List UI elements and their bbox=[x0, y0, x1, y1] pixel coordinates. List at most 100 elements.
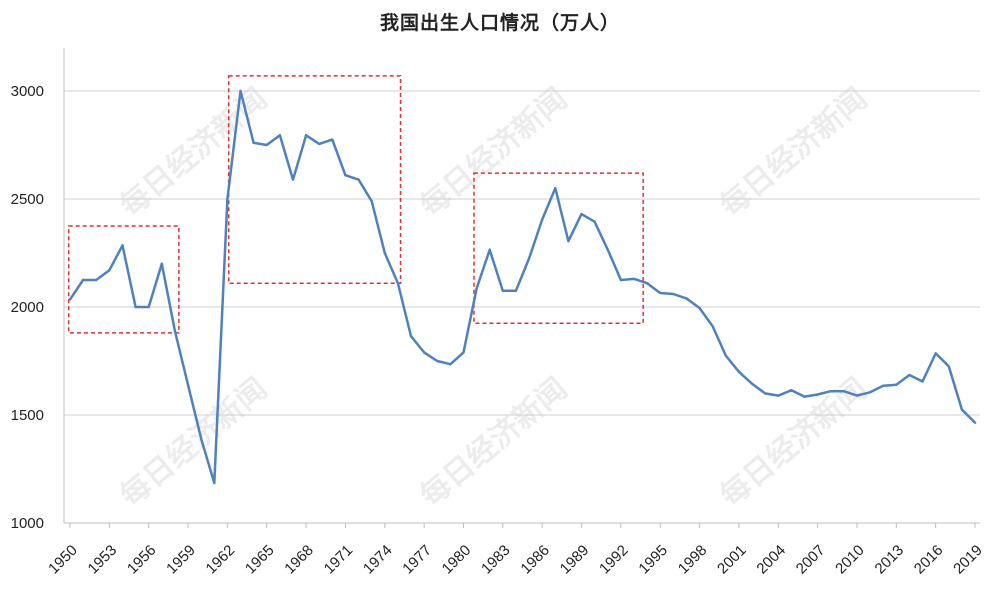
data-point bbox=[213, 481, 216, 485]
x-tick-label: 2004 bbox=[753, 542, 789, 578]
data-point bbox=[908, 373, 911, 377]
data-point bbox=[947, 365, 950, 368]
data-point bbox=[645, 282, 649, 285]
data-point bbox=[422, 351, 426, 354]
y-tick-label: 3000 bbox=[11, 83, 44, 100]
data-point bbox=[226, 197, 229, 201]
chart-title: 我国出生人口情况（万人） bbox=[379, 12, 620, 34]
x-tick-label: 2016 bbox=[911, 542, 947, 578]
y-tick-label: 1500 bbox=[11, 407, 44, 424]
data-point bbox=[199, 437, 203, 440]
data-point bbox=[475, 287, 478, 290]
data-point bbox=[554, 187, 557, 190]
data-point bbox=[619, 278, 623, 282]
data-point bbox=[501, 289, 505, 292]
data-point bbox=[108, 269, 111, 272]
data-point bbox=[514, 289, 518, 292]
data-point bbox=[763, 392, 767, 395]
x-tick-label: 1968 bbox=[281, 542, 317, 578]
data-point bbox=[462, 351, 465, 354]
data-point bbox=[488, 248, 491, 251]
data-point bbox=[357, 178, 360, 181]
y-tick-label: 2500 bbox=[11, 191, 44, 208]
data-point bbox=[95, 278, 98, 282]
data-point bbox=[331, 138, 334, 141]
data-point bbox=[750, 382, 754, 385]
x-tick-label: 1959 bbox=[163, 542, 199, 578]
data-point bbox=[672, 292, 675, 296]
x-tick-label: 1950 bbox=[45, 542, 81, 578]
axes bbox=[63, 48, 980, 524]
x-tick-label: 1998 bbox=[675, 542, 711, 578]
data-point bbox=[632, 277, 636, 281]
x-tick-label: 1956 bbox=[124, 542, 160, 578]
data-point bbox=[842, 390, 846, 393]
data-point bbox=[711, 325, 714, 328]
data-point bbox=[527, 257, 531, 260]
y-axis-ticks: 1000 1500 2000 2500 3000 bbox=[11, 83, 44, 532]
data-point bbox=[304, 134, 308, 137]
x-tick-label: 1992 bbox=[596, 542, 632, 578]
data-point bbox=[370, 199, 373, 203]
data-point bbox=[777, 394, 780, 397]
series-layer bbox=[68, 89, 977, 485]
x-tick-label: 1965 bbox=[242, 542, 278, 578]
data-point bbox=[68, 298, 72, 301]
data-point bbox=[934, 352, 937, 355]
data-point bbox=[816, 393, 819, 396]
data-point bbox=[921, 380, 924, 383]
y-tick-label: 1000 bbox=[11, 515, 44, 532]
x-tick-label: 2001 bbox=[714, 542, 750, 578]
highlight-box bbox=[67, 225, 180, 334]
x-tick-label: 1977 bbox=[399, 542, 435, 578]
data-point bbox=[291, 178, 295, 181]
data-point bbox=[580, 212, 583, 216]
watermark-text: 每日经济新闻 bbox=[714, 81, 874, 224]
data-point bbox=[81, 278, 85, 282]
x-tick-label: 1971 bbox=[321, 542, 357, 578]
x-tick-label: 2013 bbox=[872, 542, 908, 578]
data-point bbox=[803, 395, 806, 398]
x-tick-label: 1986 bbox=[517, 542, 553, 578]
y-tick-label: 2000 bbox=[11, 299, 44, 316]
data-point bbox=[121, 244, 124, 247]
data-point bbox=[895, 383, 898, 386]
data-point bbox=[698, 306, 701, 310]
data-point bbox=[567, 239, 570, 243]
data-point bbox=[449, 363, 452, 366]
x-tick-label: 2007 bbox=[793, 542, 829, 578]
x-tick-label: 2019 bbox=[950, 542, 986, 578]
data-point bbox=[724, 354, 727, 357]
data-point bbox=[659, 291, 662, 295]
data-point bbox=[540, 218, 544, 221]
data-point bbox=[383, 251, 386, 255]
data-point bbox=[396, 282, 400, 285]
data-point bbox=[855, 394, 859, 397]
data-point bbox=[606, 248, 609, 251]
data-point bbox=[960, 408, 964, 411]
data-point bbox=[737, 370, 741, 373]
x-tick-label: 1995 bbox=[635, 542, 671, 578]
data-point bbox=[186, 383, 190, 386]
data-point bbox=[881, 384, 885, 388]
data-point bbox=[147, 305, 150, 309]
data-point bbox=[160, 262, 164, 265]
watermark-text: 每日经济新闻 bbox=[114, 371, 274, 514]
x-tick-label: 1953 bbox=[85, 542, 121, 578]
data-point bbox=[134, 305, 137, 309]
data-point bbox=[265, 143, 268, 147]
x-tick-label: 1962 bbox=[203, 542, 239, 578]
data-point bbox=[593, 220, 596, 223]
data-point bbox=[868, 391, 872, 394]
data-point bbox=[436, 359, 439, 363]
x-tick-label: 1983 bbox=[478, 542, 514, 578]
data-point bbox=[973, 421, 977, 424]
x-tick-label: 2010 bbox=[832, 542, 868, 578]
series-line bbox=[68, 89, 977, 485]
x-axis-ticks: 1950 1953 1956 1959 1962 1965 1968 1971 1974 1977… bbox=[45, 523, 986, 577]
data-point bbox=[829, 390, 832, 393]
data-point bbox=[239, 89, 242, 93]
data-point bbox=[318, 142, 321, 146]
